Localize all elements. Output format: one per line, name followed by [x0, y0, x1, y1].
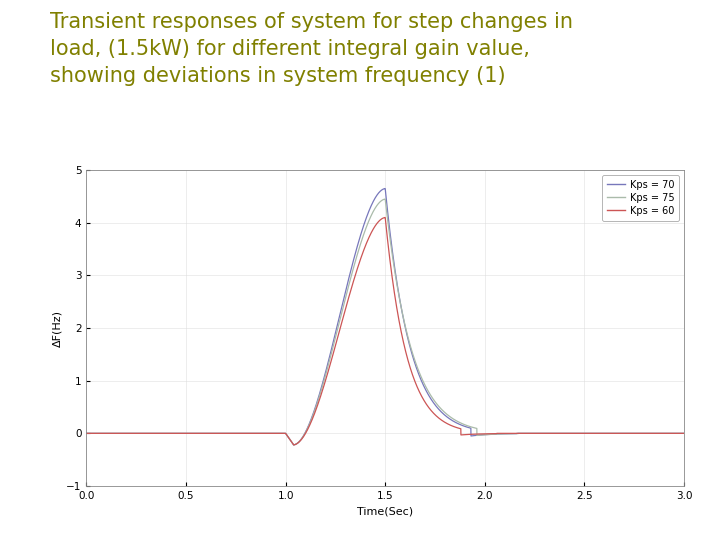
Line: Kps = 75: Kps = 75 [86, 199, 684, 445]
Line: Kps = 60: Kps = 60 [86, 218, 684, 445]
Line: Kps = 70: Kps = 70 [86, 188, 684, 445]
Kps = 75 [528, 430, 537, 436]
Kps = 75 [82, 430, 91, 436]
Kps = 60 [441, 419, 449, 426]
Kps = 60 [82, 430, 91, 436]
Kps = 60 [191, 430, 199, 436]
Kps = 75 [441, 409, 449, 416]
Kps = 70 [82, 430, 91, 436]
Y-axis label: ΔF(Hz): ΔF(Hz) [52, 309, 62, 347]
Kps = 60 [680, 430, 688, 436]
Kps = 70 [289, 442, 298, 448]
Kps = 70 [310, 406, 319, 412]
Kps = 70 [574, 430, 582, 436]
Kps = 70 [441, 412, 449, 418]
Kps = 75 [310, 407, 319, 414]
Kps = 75 [574, 430, 582, 436]
Kps = 70 [381, 185, 390, 192]
Kps = 60 [528, 430, 537, 436]
Kps = 70 [680, 430, 688, 436]
Kps = 70 [191, 430, 199, 436]
Kps = 75 [191, 430, 199, 436]
X-axis label: Time(Sec): Time(Sec) [357, 507, 413, 516]
Kps = 60 [381, 214, 390, 221]
Kps = 75 [381, 196, 390, 202]
Text: Transient responses of system for step changes in
load, (1.5kW) for different in: Transient responses of system for step c… [50, 12, 572, 86]
Kps = 60 [289, 442, 298, 448]
Kps = 75 [680, 430, 688, 436]
Kps = 60 [471, 431, 480, 437]
Kps = 70 [528, 430, 537, 436]
Kps = 75 [289, 442, 298, 448]
Legend: Kps = 70, Kps = 75, Kps = 60: Kps = 70, Kps = 75, Kps = 60 [603, 175, 679, 220]
Kps = 60 [310, 409, 319, 416]
Kps = 70 [471, 432, 480, 438]
Kps = 75 [471, 425, 480, 431]
Kps = 60 [574, 430, 582, 436]
